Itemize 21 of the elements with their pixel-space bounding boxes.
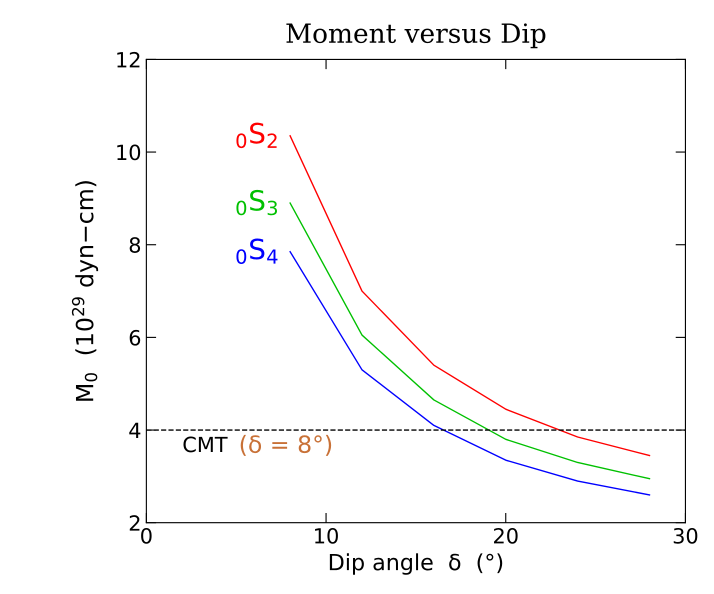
annotation: (δ = 8°)	[240, 434, 332, 456]
x-tick-label: 30	[674, 528, 698, 544]
y-axis-title: M$_{0}$ (10$^{29}$ dyn−cm)	[72, 181, 98, 401]
x-tick-label: 20	[494, 528, 518, 544]
y-tick-label: 2	[130, 515, 140, 531]
ref-line-label: CMT	[183, 436, 228, 452]
x-tick-label: 0	[141, 528, 152, 544]
series-label: $_{0}$S$_{3}$	[236, 190, 278, 216]
chart-title: Moment versus Dip	[286, 23, 546, 48]
y-tick-label: 4	[129, 422, 140, 438]
line-series	[289, 250, 650, 496]
line-series	[289, 135, 650, 456]
y-tick-label: 10	[117, 144, 140, 160]
series-label: $_{0}$S$_{4}$	[236, 238, 278, 264]
y-tick-label: 6	[130, 330, 140, 346]
y-tick-label: 8	[130, 237, 140, 253]
x-tick-label: 10	[315, 528, 338, 544]
series-label: $_{0}$S$_{2}$	[236, 122, 277, 148]
y-tick-label: 12	[117, 52, 140, 68]
line-series	[289, 202, 650, 480]
x-axis-title: Dip angle δ (°)	[330, 553, 502, 575]
